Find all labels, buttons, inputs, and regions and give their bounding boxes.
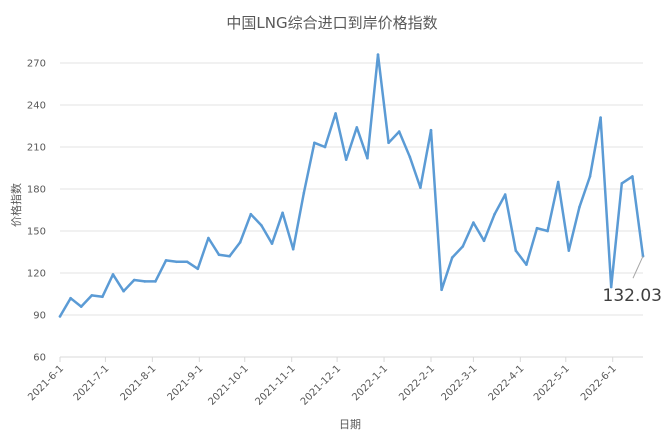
data-point (514, 249, 518, 252)
y-tick-label: 240 (27, 101, 46, 112)
data-point (620, 182, 624, 185)
data-point (122, 289, 125, 293)
data-point (366, 156, 369, 160)
data-point (450, 256, 454, 259)
data-point (260, 224, 263, 227)
plot-area (58, 53, 645, 318)
x-tick-label: 2022-5-1 (532, 363, 572, 403)
data-point (90, 294, 94, 297)
data-point (196, 267, 200, 271)
data-point (461, 245, 465, 248)
data-point (334, 112, 337, 115)
data-point (143, 280, 147, 283)
data-point (556, 180, 560, 184)
data-point (408, 155, 412, 159)
x-tick-label: 2022-4-1 (487, 363, 527, 403)
x-tick-label: 2022-6-1 (579, 363, 619, 403)
data-point (397, 130, 401, 133)
data-point (578, 205, 581, 209)
x-tick-label: 2021-9-1 (166, 363, 206, 403)
data-point (493, 212, 496, 216)
data-point (355, 126, 359, 129)
y-tick-label: 210 (27, 143, 46, 154)
data-point (472, 221, 475, 224)
data-point (291, 247, 295, 251)
x-tick-label: 2021-7-1 (72, 363, 112, 403)
data-point (535, 226, 539, 230)
y-tick-label: 270 (27, 59, 46, 70)
data-point (79, 305, 83, 308)
y-tick-label: 180 (27, 185, 46, 196)
x-tick-label: 2021-6-1 (26, 363, 66, 403)
data-point (217, 253, 221, 257)
annotation-label: 132.03 (603, 286, 662, 306)
data-point (185, 260, 189, 264)
data-point (313, 141, 316, 145)
data-point (238, 240, 242, 244)
chart-title: 中国LNG综合进口到岸价格指数 (226, 14, 437, 32)
x-tick-label: 2021-8-1 (119, 363, 159, 403)
data-point (482, 239, 486, 243)
x-tick-label: 2021-11-1 (253, 363, 297, 407)
y-tick-label: 90 (33, 311, 46, 322)
data-point (228, 254, 231, 258)
data-point (525, 263, 528, 266)
data-point (503, 193, 507, 196)
data-point (419, 186, 422, 189)
x-tick-labels: 2021-6-1 2021-7-1 2021-8-1 2021-9-1 2021-10-… (26, 357, 619, 408)
data-point (546, 229, 549, 233)
y-tick-label: 150 (27, 227, 46, 238)
data-point (154, 280, 157, 283)
data-point (270, 242, 274, 245)
data-point (567, 249, 571, 252)
data-point (344, 158, 348, 161)
data-point (387, 141, 390, 145)
y-axis-label: 价格指数 (9, 183, 23, 227)
x-tick-label: 2021-12-1 (299, 363, 343, 407)
data-point (429, 128, 433, 132)
data-point (58, 315, 62, 318)
series-line (58, 53, 645, 318)
data-point (440, 288, 443, 292)
data-point (323, 145, 327, 149)
y-tick-label: 120 (27, 269, 46, 280)
data-point (101, 295, 104, 299)
data-point (69, 296, 72, 300)
x-tick-label: 2022-2-1 (397, 363, 437, 403)
data-point (132, 278, 136, 282)
data-point (207, 236, 210, 240)
data-point (376, 53, 380, 56)
data-point (588, 175, 592, 178)
data-point (175, 260, 178, 264)
data-point (164, 259, 168, 262)
x-tick-label: 2021-10-1 (206, 363, 250, 407)
x-axis-label: 日期 (339, 418, 361, 431)
annotation-layer: 132.03 (603, 255, 662, 306)
data-point (249, 212, 253, 216)
data-point (609, 285, 613, 289)
data-point (631, 175, 634, 178)
data-point (599, 116, 602, 119)
y-tick-label: 60 (33, 353, 46, 364)
data-point (111, 273, 115, 276)
data-point (281, 211, 284, 215)
data-point (302, 191, 306, 195)
x-tick-label: 2022-1-1 (350, 363, 390, 403)
annotation-leader-line (632, 255, 644, 279)
x-tick-label: 2022-3-1 (440, 363, 480, 403)
y-tick-labels: 60 90 120 150 180 210 240 270 (27, 59, 46, 364)
